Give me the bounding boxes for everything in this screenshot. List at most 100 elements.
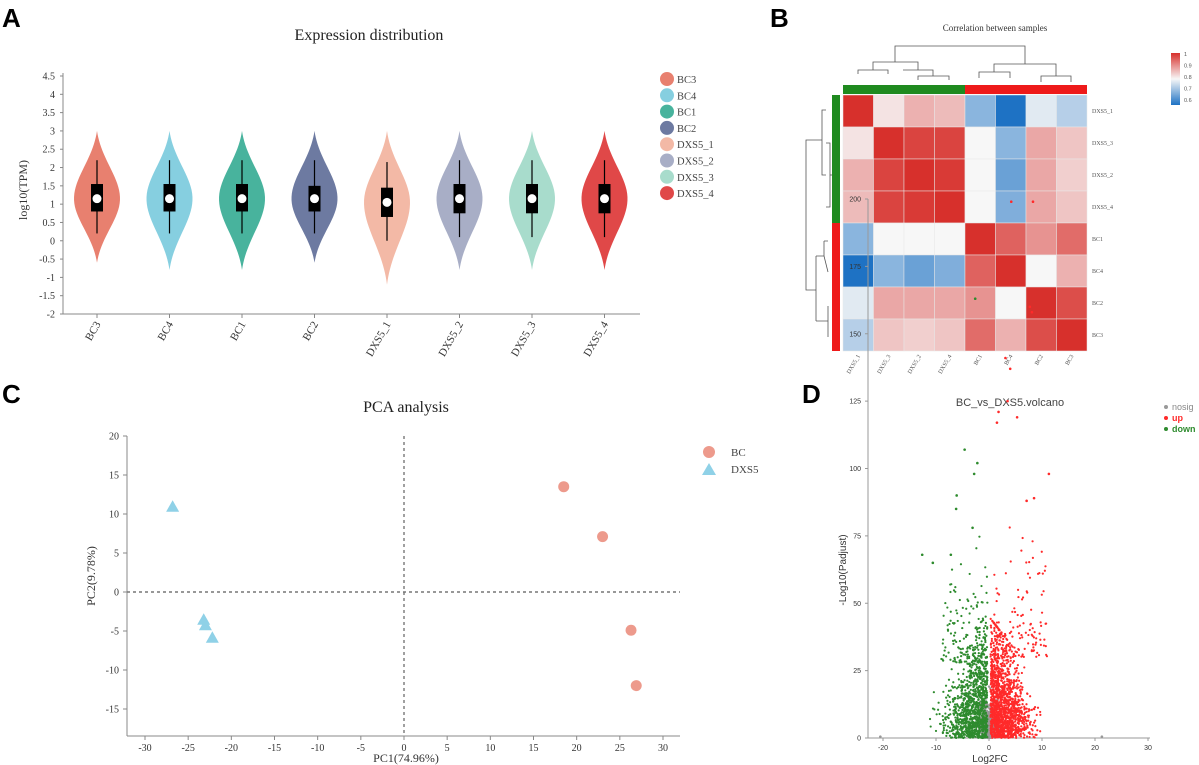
violin-chart: Expression distribution log10(TPM) -2 -1.…	[16, 27, 715, 359]
violin-legend-marker	[660, 186, 674, 201]
volcano-point-up	[995, 666, 998, 670]
violin-bc3	[74, 130, 120, 263]
volcano-point-up	[1019, 695, 1022, 698]
volcano-point-down	[954, 586, 957, 589]
volcano-point-down	[978, 633, 981, 637]
volcano-point-up	[1008, 649, 1011, 652]
volcano-point-down	[947, 651, 950, 654]
volcano-point-up	[1040, 624, 1043, 627]
volcano-point-up	[997, 721, 1000, 724]
volcano-point-down	[984, 621, 988, 624]
heatmap-cell	[995, 318, 1027, 352]
volcano-point-down	[984, 665, 987, 668]
volcano-point-up	[1010, 650, 1013, 653]
volcano-point-up	[1005, 643, 1009, 646]
pca-point-bc	[558, 481, 570, 493]
volcano-point-up	[1047, 472, 1051, 476]
volcano-point-down	[969, 715, 972, 718]
volcano-point-up	[1017, 595, 1020, 599]
volcano-point-down	[963, 730, 966, 733]
volcano-point-up	[1025, 722, 1028, 725]
volcano-point-down	[969, 733, 972, 737]
volcano-point-down	[960, 702, 964, 706]
volcano-point-up	[1021, 686, 1024, 689]
volcano-point-down	[964, 707, 967, 710]
volcano-point-down	[957, 721, 960, 724]
pca-ytick-label: -15	[106, 705, 119, 716]
volcano-point-up	[1025, 710, 1028, 713]
heatmap-cell	[873, 254, 905, 288]
volcano-point-down	[954, 719, 957, 722]
volcano-point-down	[976, 461, 979, 465]
volcano-point-up	[1013, 695, 1016, 698]
volcano-point-up	[995, 730, 998, 734]
volcano-point-down	[952, 686, 955, 689]
volcano-point-up	[992, 710, 996, 713]
volcano-point-up	[1016, 664, 1019, 667]
volcano-point-up	[1023, 725, 1026, 728]
volcano-point-nosig	[879, 735, 882, 738]
volcano-point-up	[1020, 725, 1023, 728]
volcano-point-up	[992, 720, 996, 723]
volcano-point-up	[1005, 695, 1008, 698]
volcano-point-down	[950, 568, 954, 571]
pca-xtick-label: -30	[138, 743, 151, 754]
volcano-point-down	[979, 726, 982, 729]
volcano-point-down	[984, 711, 987, 714]
heatmap-cell	[873, 318, 905, 352]
volcano-point-up	[997, 717, 1000, 720]
volcano-point-down	[962, 726, 965, 729]
volcano-point-down	[960, 722, 963, 725]
pca-xtick-label: 20	[572, 743, 582, 754]
volcano-point-down	[946, 725, 950, 728]
volcano-point-down	[981, 702, 984, 705]
volcano-point-down	[949, 701, 952, 704]
volcano-point-up	[1020, 706, 1023, 709]
volcano-point-up	[1018, 679, 1021, 682]
volcano-point-up	[1021, 596, 1025, 599]
volcano-point-up	[1036, 572, 1040, 575]
volcano-point-down	[937, 701, 940, 704]
volcano-point-down	[959, 651, 962, 654]
volcano-point-up	[1017, 672, 1020, 675]
volcano-point-up	[990, 665, 993, 668]
violin-legend-label: BC1	[677, 108, 696, 119]
volcano-point-up	[997, 723, 1000, 727]
volcano-point-up	[999, 714, 1002, 717]
volcano-point-up	[992, 665, 996, 668]
volcano-point-up	[1038, 632, 1041, 635]
violin-ytick-label: 3	[50, 126, 55, 137]
volcano-point-up	[997, 706, 1001, 709]
volcano-point-up	[1040, 611, 1044, 614]
volcano-point-up	[1026, 572, 1030, 575]
volcano-point-up	[1017, 706, 1020, 709]
volcano-point-down	[975, 715, 978, 718]
volcano-point-up	[994, 657, 998, 660]
volcano-point-down	[974, 690, 977, 693]
volcano-point-down	[985, 705, 989, 708]
volcano-point-up	[994, 677, 997, 680]
volcano-xtick-label: 20	[1091, 745, 1099, 752]
volcano-point-down	[952, 712, 955, 715]
volcano-point-up	[993, 650, 997, 653]
volcano-point-down	[985, 693, 988, 696]
volcano-point-down	[955, 736, 958, 740]
volcano-point-up	[1020, 709, 1023, 712]
volcano-point-down	[952, 724, 955, 727]
volcano-point-down	[956, 697, 960, 700]
volcano-point-down	[970, 666, 973, 669]
volcano-point-up	[1010, 630, 1013, 633]
volcano-point-down	[965, 700, 969, 703]
volcano-point-up	[1023, 647, 1026, 650]
volcano-xtick-label: 0	[987, 745, 991, 752]
pca-ylabel: PC2(9.78%)	[84, 546, 98, 606]
volcano-point-up	[993, 613, 996, 616]
volcano-point-down	[973, 708, 976, 711]
violin-ytick-label: -1.5	[39, 291, 55, 302]
volcano-point-down	[965, 607, 968, 610]
volcano-point-down	[972, 646, 975, 649]
volcano-point-up	[1045, 653, 1048, 656]
volcano-point-up	[1012, 653, 1016, 656]
volcano-point-up	[1013, 673, 1016, 676]
volcano-point-up	[994, 623, 997, 626]
